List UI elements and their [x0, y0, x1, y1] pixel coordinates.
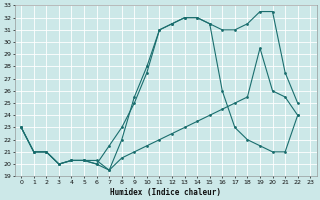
- X-axis label: Humidex (Indice chaleur): Humidex (Indice chaleur): [110, 188, 221, 197]
